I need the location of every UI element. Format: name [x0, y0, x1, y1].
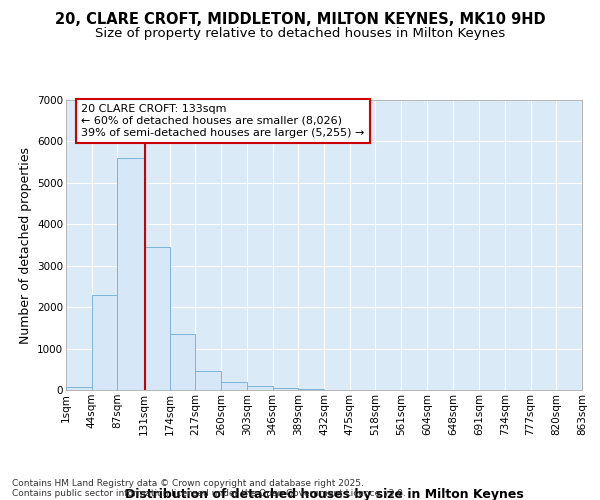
Bar — [66, 386, 92, 390]
Bar — [272, 388, 298, 390]
Bar — [170, 334, 195, 390]
Text: 20 CLARE CROFT: 133sqm
← 60% of detached houses are smaller (8,026)
39% of semi-: 20 CLARE CROFT: 133sqm ← 60% of detached… — [82, 104, 365, 138]
Text: 20, CLARE CROFT, MIDDLETON, MILTON KEYNES, MK10 9HD: 20, CLARE CROFT, MIDDLETON, MILTON KEYNE… — [55, 12, 545, 28]
Bar — [118, 158, 144, 390]
Bar — [221, 382, 247, 390]
Bar — [247, 386, 272, 390]
Text: Size of property relative to detached houses in Milton Keynes: Size of property relative to detached ho… — [95, 28, 505, 40]
Text: Contains public sector information licensed under the Open Government Licence v3: Contains public sector information licen… — [12, 488, 406, 498]
Bar — [298, 389, 324, 390]
X-axis label: Distribution of detached houses by size in Milton Keynes: Distribution of detached houses by size … — [125, 488, 523, 500]
Bar — [92, 294, 118, 390]
Bar — [144, 247, 170, 390]
Bar — [195, 372, 221, 390]
Text: Contains HM Land Registry data © Crown copyright and database right 2025.: Contains HM Land Registry data © Crown c… — [12, 478, 364, 488]
Y-axis label: Number of detached properties: Number of detached properties — [19, 146, 32, 344]
